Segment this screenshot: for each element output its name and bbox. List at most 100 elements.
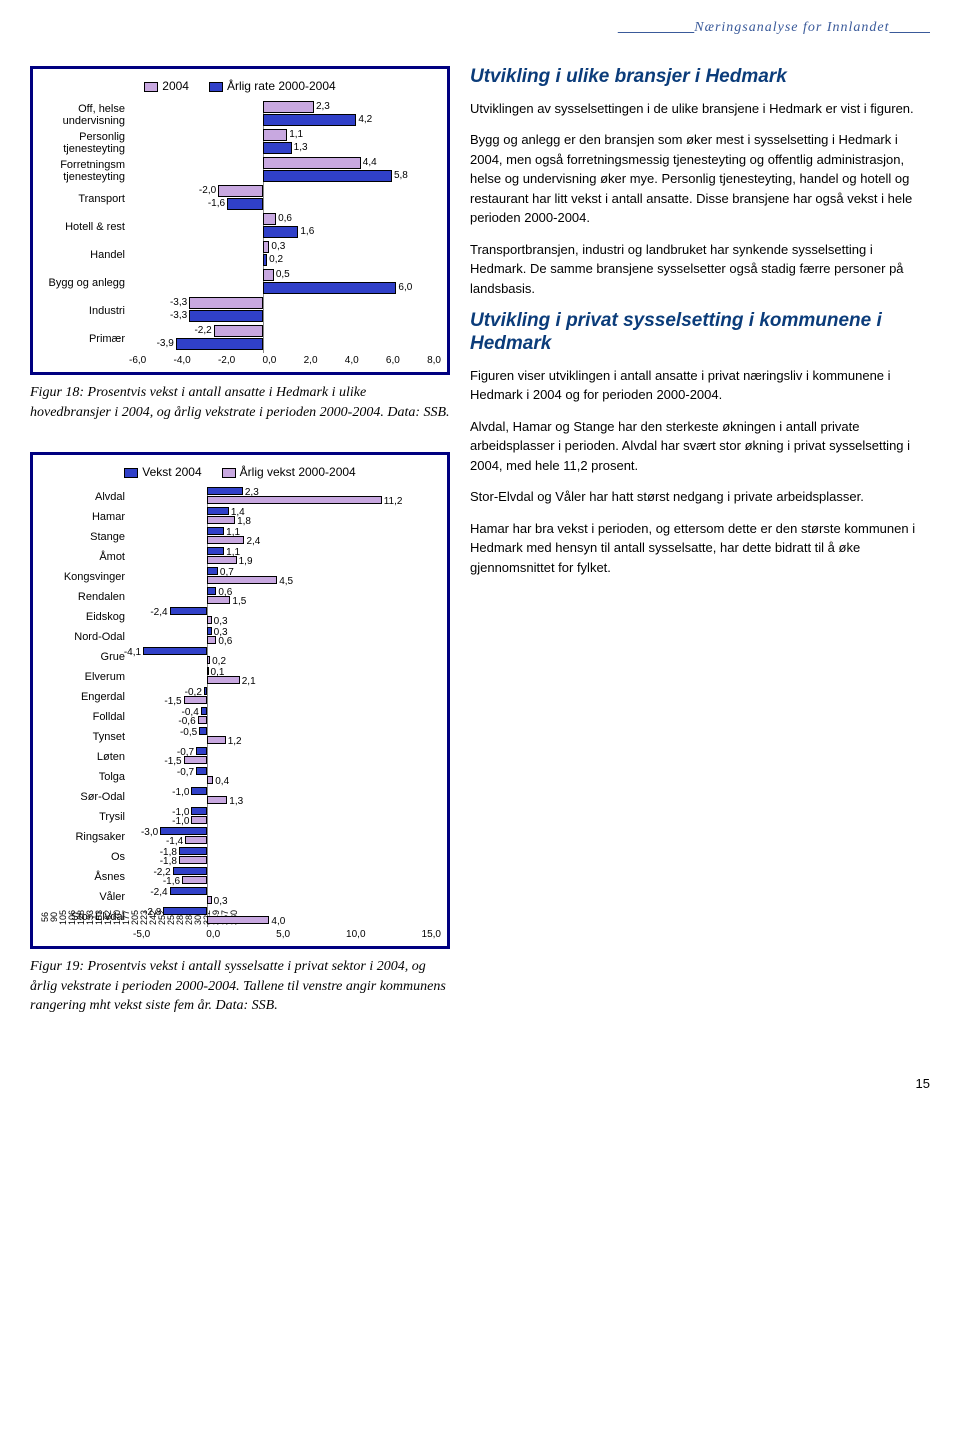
bar-row: -0,51,2 xyxy=(129,727,441,747)
bar xyxy=(182,876,207,884)
bar xyxy=(207,636,216,644)
category-label: Trysil xyxy=(57,807,125,827)
bar xyxy=(263,282,397,294)
bar xyxy=(263,170,392,182)
bar xyxy=(263,254,267,266)
bar xyxy=(191,787,207,795)
bar-row: -3,3 -3,3 xyxy=(129,297,441,325)
bar-value: 1,1 xyxy=(289,129,303,140)
bar xyxy=(207,516,235,524)
bar-row: -4,10,2 xyxy=(129,647,441,667)
bar xyxy=(179,856,207,864)
bar-value: -1,5 xyxy=(164,696,181,707)
bar xyxy=(185,836,207,844)
bar xyxy=(189,297,263,309)
category-label: Industri xyxy=(39,297,125,325)
legend-item: Årlig rate 2000-2004 xyxy=(209,79,336,93)
bar xyxy=(207,916,269,924)
category-label: Bygg og anlegg xyxy=(39,269,125,297)
bar-value: -3,3 xyxy=(170,310,187,321)
bar xyxy=(214,325,263,337)
bar xyxy=(207,556,237,564)
page-header: Næringsanalyse for Innlandet xyxy=(30,20,930,36)
bar-row: 1,11,3 xyxy=(129,129,441,157)
bar-value: 1,6 xyxy=(300,226,314,237)
category-label: Primær xyxy=(39,325,125,353)
category-label: Åsnes xyxy=(57,867,125,887)
bar-row: 2,34,2 xyxy=(129,101,441,129)
bar xyxy=(163,907,207,915)
chart2-caption: Figur 19: Prosentvis vekst i antall syss… xyxy=(30,957,450,1016)
category-label: Engerdal xyxy=(57,687,125,707)
axis-tick: 6,0 xyxy=(386,355,400,366)
chart1-legend: 2004Årlig rate 2000-2004 xyxy=(39,79,441,93)
bar-value: 2,1 xyxy=(242,676,256,687)
axis-tick: 15,0 xyxy=(422,929,441,940)
bar xyxy=(189,310,263,322)
section1-p2: Bygg og anlegg er den bransjen som øker … xyxy=(470,130,930,228)
bar xyxy=(207,656,210,664)
bar-value: -0,7 xyxy=(177,767,194,778)
category-label: Åmot xyxy=(57,547,125,567)
bar-row: 0,56,0 xyxy=(129,269,441,297)
bar xyxy=(263,142,292,154)
bar-row: -1,8-1,8 xyxy=(129,847,441,867)
bar xyxy=(263,114,357,126)
bar xyxy=(263,157,361,169)
bar xyxy=(207,676,240,684)
category-label: Os xyxy=(57,847,125,867)
bar-value: -1,6 xyxy=(163,876,180,887)
bar-value: 4,5 xyxy=(279,576,293,587)
bar-value: 6,0 xyxy=(398,282,412,293)
bar-row: 2,311,2 xyxy=(129,487,441,507)
category-label: Hotell & rest xyxy=(39,213,125,241)
bar-value: 0,4 xyxy=(215,776,229,787)
bar xyxy=(207,736,226,744)
category-label: Folldal xyxy=(57,707,125,727)
axis-tick: -2,0 xyxy=(218,355,235,366)
bar xyxy=(173,867,207,875)
bar-value: 2,4 xyxy=(246,536,260,547)
axis-tick: 2,0 xyxy=(304,355,318,366)
bar-row: 0,61,5 xyxy=(129,587,441,607)
axis-tick: 8,0 xyxy=(427,355,441,366)
bar xyxy=(207,587,216,595)
bar-value: 0,6 xyxy=(218,636,232,647)
bar-value: 0,2 xyxy=(212,656,226,667)
chart-figure-18: 2004Årlig rate 2000-2004 Off, helse unde… xyxy=(30,66,450,375)
bar xyxy=(263,269,274,281)
bar xyxy=(176,338,263,350)
bar-row: 0,30,6 xyxy=(129,627,441,647)
bar xyxy=(207,796,227,804)
category-label: Eidskog xyxy=(57,607,125,627)
section2-p4: Hamar har bra vekst i perioden, og etter… xyxy=(470,519,930,578)
bar xyxy=(170,607,207,615)
chart2-legend: Vekst 2004Årlig vekst 2000-2004 xyxy=(39,465,441,479)
bar-value: -0,6 xyxy=(178,716,195,727)
bar xyxy=(199,727,207,735)
bar-row: -1,01,3 xyxy=(129,787,441,807)
bar xyxy=(207,776,213,784)
bar xyxy=(207,616,212,624)
bar-row: 0,74,5 xyxy=(129,567,441,587)
bar-row: -0,2-1,5 xyxy=(129,687,441,707)
bar-value: -2,2 xyxy=(194,325,211,336)
bar-value: 4,2 xyxy=(358,114,372,125)
category-label: Våler xyxy=(57,887,125,907)
category-label: Transport xyxy=(39,185,125,213)
bar-row: 1,41,8 xyxy=(129,507,441,527)
category-label: Nord-Odal xyxy=(57,627,125,647)
bar-value: -3,3 xyxy=(170,297,187,308)
section2-p3: Stor-Elvdal og Våler har hatt størst ned… xyxy=(470,487,930,507)
category-label: Løten xyxy=(57,747,125,767)
section2-title: Utvikling i privat sysselsetting i kommu… xyxy=(470,310,930,356)
category-label: Sør-Odal xyxy=(57,787,125,807)
axis-tick: 4,0 xyxy=(345,355,359,366)
axis-tick: -6,0 xyxy=(129,355,146,366)
bar-row: 4,45,8 xyxy=(129,157,441,185)
bar xyxy=(207,567,218,575)
legend-item: Vekst 2004 xyxy=(124,465,201,479)
category-label: Handel xyxy=(39,241,125,269)
bar-value: -1,8 xyxy=(160,856,177,867)
bar-value: 0,6 xyxy=(278,213,292,224)
